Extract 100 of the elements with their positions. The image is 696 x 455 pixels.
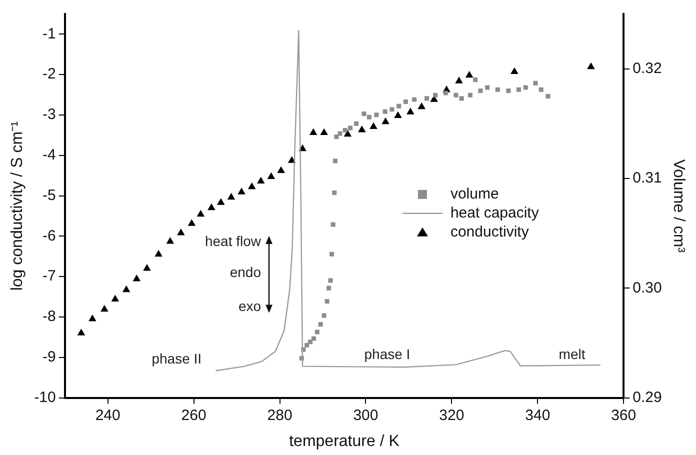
point — [374, 112, 379, 118]
point — [342, 128, 348, 132]
point — [308, 340, 313, 344]
point — [396, 104, 402, 108]
point — [330, 252, 334, 256]
point — [362, 112, 366, 116]
point — [188, 219, 196, 226]
point — [330, 222, 336, 227]
point — [311, 336, 316, 341]
point — [382, 109, 388, 114]
y-tick-label: -1 — [42, 25, 56, 42]
point — [382, 117, 390, 124]
point — [478, 88, 483, 94]
legend-label: heat capacity — [450, 204, 540, 222]
legend-label: conductivity — [450, 224, 530, 241]
point — [412, 97, 417, 102]
x-tick-label: 240 — [95, 406, 120, 424]
y2-tick-label: 0.32 — [632, 60, 662, 77]
point — [177, 228, 185, 236]
point — [443, 90, 448, 96]
y-tick-label: -2 — [42, 66, 56, 83]
point — [587, 62, 595, 70]
point — [433, 92, 438, 98]
x-tick-label: 280 — [267, 406, 292, 424]
point — [506, 88, 511, 94]
point — [366, 114, 372, 120]
point — [196, 210, 205, 217]
y-tick-label: -7 — [42, 268, 56, 285]
point — [510, 67, 518, 74]
point — [304, 342, 310, 348]
point — [354, 121, 359, 126]
point — [455, 76, 463, 84]
annotation: melt — [558, 346, 586, 362]
point — [318, 322, 323, 327]
y2-tick-label: 0.30 — [632, 279, 662, 296]
point — [538, 87, 544, 92]
point — [166, 236, 174, 244]
y-tick-label: -4 — [42, 146, 56, 164]
point — [334, 134, 339, 140]
y-tick-label: -6 — [42, 227, 56, 244]
point — [328, 278, 333, 283]
x-tick-label: 300 — [353, 406, 378, 424]
point — [370, 122, 378, 129]
point — [533, 80, 538, 86]
point — [122, 285, 130, 292]
point — [418, 102, 426, 110]
point — [465, 70, 474, 78]
y-tick-label: -3 — [42, 106, 56, 124]
y-tick-label: -5 — [42, 186, 56, 204]
point — [473, 78, 478, 82]
point — [143, 264, 151, 271]
annotation: phase II — [152, 350, 202, 366]
point — [277, 166, 285, 173]
point — [424, 96, 430, 101]
annotation: phase I — [364, 346, 410, 362]
point — [77, 328, 86, 336]
x-tick-label: 260 — [181, 406, 206, 424]
point — [468, 92, 472, 98]
point — [406, 108, 414, 114]
point — [523, 85, 528, 90]
point — [288, 156, 296, 163]
point — [332, 190, 337, 196]
point — [516, 87, 521, 92]
y-axis-title: log conductivity / S cm⁻¹ — [9, 121, 26, 291]
point — [390, 107, 394, 112]
x-axis-title: temperature / K — [289, 432, 400, 450]
point — [267, 172, 276, 180]
point — [216, 198, 225, 205]
point — [495, 87, 500, 92]
y-tick-label: -10 — [34, 388, 56, 406]
y-tick-label: -9 — [42, 348, 56, 366]
point — [403, 99, 408, 104]
point — [227, 192, 236, 200]
point — [88, 314, 96, 322]
point — [546, 94, 550, 99]
y-tick-label: -8 — [42, 308, 56, 326]
point — [338, 131, 342, 136]
y2-axis-title: Volume / cm³ — [670, 159, 687, 254]
point — [154, 250, 162, 257]
x-tick-label: 320 — [439, 406, 464, 424]
point — [256, 176, 265, 184]
point — [332, 158, 338, 164]
point — [348, 126, 353, 130]
y2-tick-label: 0.31 — [632, 170, 662, 187]
point — [324, 299, 330, 304]
point — [314, 330, 320, 334]
x-tick-label: 340 — [525, 406, 550, 424]
point — [111, 294, 120, 302]
point — [344, 130, 352, 137]
point — [320, 128, 328, 136]
point — [208, 203, 216, 210]
annotation: endo — [228, 264, 262, 280]
point — [248, 182, 256, 190]
point — [309, 128, 318, 136]
point — [132, 274, 141, 282]
point — [100, 304, 108, 312]
point — [326, 286, 332, 290]
annotation: heat flow — [204, 233, 262, 250]
point — [238, 188, 246, 194]
annotation: exo — [237, 298, 262, 314]
